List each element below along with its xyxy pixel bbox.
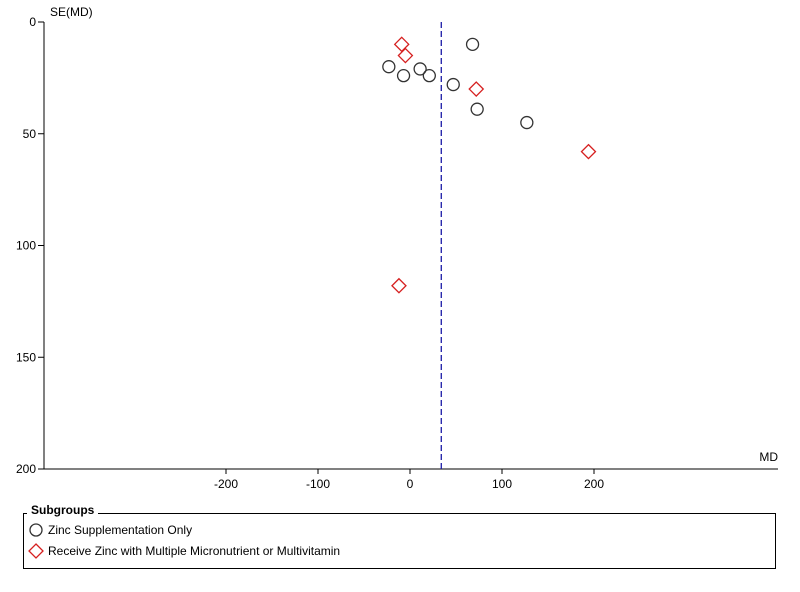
circle-marker-icon	[29, 523, 43, 537]
y-tick-label: 0	[29, 15, 36, 29]
y-axis-label: SE(MD)	[50, 5, 93, 19]
x-tick-label: 200	[584, 477, 604, 491]
x-tick-label: 0	[407, 477, 414, 491]
legend-box	[23, 513, 776, 569]
diamond-point	[468, 81, 485, 97]
x-tick-label: 100	[492, 477, 512, 491]
y-tick-label: 100	[16, 239, 36, 253]
legend-label-zinc-multi: Receive Zinc with Multiple Micronutrient…	[48, 544, 341, 558]
legend-title: Subgroups	[27, 503, 99, 517]
circle-point	[446, 77, 460, 92]
circle-point	[413, 62, 427, 76]
legend-item-zinc-only: Zinc Supplementation Only	[28, 521, 192, 539]
x-tick-label: -200	[214, 477, 238, 491]
circle-point	[465, 37, 480, 51]
x-tick-label: -100	[306, 477, 330, 491]
legend-label-zinc-only: Zinc Supplementation Only	[48, 523, 193, 537]
circle-point	[470, 102, 484, 116]
legend-item-zinc-multi: Receive Zinc with Multiple Micronutrient…	[28, 542, 340, 560]
diamond-point	[397, 47, 414, 64]
axes: 0 50 100 150 200 -200 -100 0 100 200 SE(MD) MD	[16, 5, 778, 491]
diamond-point	[391, 277, 407, 294]
circle-point	[396, 68, 411, 83]
diamond-marker-icon	[28, 543, 44, 559]
y-tick-label: 50	[23, 127, 37, 141]
data-points	[382, 36, 597, 294]
x-axis-label: MD	[759, 450, 778, 464]
diamond-point	[580, 143, 597, 160]
y-tick-label: 150	[16, 350, 36, 364]
circle-point	[520, 115, 534, 130]
y-tick-label: 200	[16, 462, 36, 476]
circle-point	[422, 68, 436, 83]
circle-point	[382, 60, 396, 74]
